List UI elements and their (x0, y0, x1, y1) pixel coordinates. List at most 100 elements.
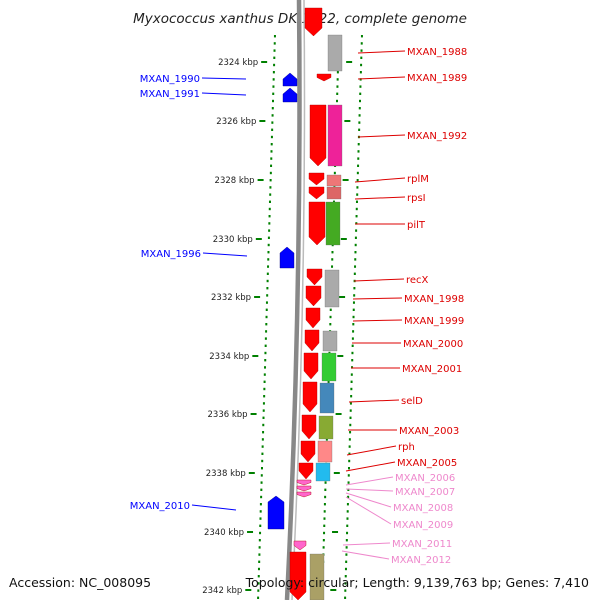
grid-dot-mid (329, 323, 332, 326)
grid-dot-right (344, 582, 347, 585)
gene-leader-line (353, 278, 405, 282)
gene-leader-line (357, 76, 406, 80)
grid-dot-left (261, 438, 264, 441)
grid-dot-left (272, 92, 275, 95)
grid-dot-mid (324, 481, 327, 484)
kbp-tick-label: 2342 kbp (202, 586, 242, 596)
grid-dot-right (352, 308, 355, 311)
grid-dot-right (355, 229, 358, 232)
grid-dot-mid (323, 510, 326, 513)
grid-dot-left (272, 99, 275, 103)
reverse-gene-arrow (308, 172, 325, 186)
grid-dot-mid (336, 85, 339, 88)
forward-gene-arrow (279, 246, 295, 269)
gene-label-rpsi: rpsI (407, 193, 426, 204)
gene-label-mxan_2003: MXAN_2003 (399, 426, 459, 437)
grid-dot-mid (329, 315, 332, 319)
gene-leader-line (354, 177, 406, 183)
reverse-gene-arrow (303, 352, 319, 380)
grid-dot-left (264, 351, 267, 355)
grid-dot-mid (336, 71, 339, 74)
backbone-strand (284, 0, 306, 600)
gene-leader-line (201, 77, 247, 80)
grid-dot-right (346, 531, 349, 535)
kbp-tick-label: 2332 kbp (211, 293, 251, 303)
grid-dot-right (356, 193, 359, 196)
reverse-gene-arrow (306, 268, 323, 286)
grid-dot-left (266, 272, 269, 275)
cog-bars (309, 34, 343, 600)
grid-dot-left (260, 467, 263, 470)
grid-dot-right (346, 524, 349, 527)
gene-leader-line (345, 492, 392, 508)
grid-dot-left (265, 323, 268, 326)
grid-dot-mid (329, 308, 332, 311)
reverse-gene-arrow (301, 414, 317, 440)
gene-label-pilt: pilT (407, 220, 426, 231)
gene-leader-line (191, 504, 237, 511)
grid-dot-right (360, 49, 363, 52)
gene-leader-line (201, 92, 247, 96)
grid-dot-left (268, 207, 271, 211)
grid-dot-mid (324, 495, 327, 499)
grid-dot-left (271, 121, 274, 124)
accession-label: Accession: NC_008095 (9, 575, 151, 590)
grid-dot-right (360, 42, 363, 45)
gene-label-mxan_2001: MXAN_2001 (402, 364, 462, 375)
cog-bar (315, 462, 331, 482)
grid-dot-right (352, 330, 355, 333)
cog-bar (326, 174, 342, 187)
grid-dot-left (269, 179, 272, 182)
grid-dot-left (273, 49, 276, 52)
grid-dot-left (259, 517, 262, 520)
gene-arrows (267, 7, 332, 600)
grid-dot-left (257, 582, 260, 585)
grid-dot-left (267, 236, 270, 239)
backbone-line (284, 0, 302, 600)
gene-label-mxan_1996: MXAN_1996 (141, 249, 201, 260)
grid-dot-left (273, 42, 276, 45)
grid-dot-right (350, 380, 353, 383)
grid-dot-left (257, 575, 260, 578)
cog-bar (309, 553, 325, 600)
gene-label-mxan_1999: MXAN_1999 (404, 316, 464, 327)
gene-label-mxan_2007: MXAN_2007 (395, 487, 455, 498)
grid-dot-right (349, 409, 352, 412)
grid-dot-left (259, 524, 262, 527)
grid-dot-right (349, 431, 352, 434)
gene-leader-line (345, 488, 394, 492)
grid-dot-right (354, 243, 357, 247)
grid-dot-left (258, 553, 261, 556)
gene-label-mxan_2008: MXAN_2008 (393, 503, 453, 514)
kbp-tick-label: 2326 kbp (216, 117, 256, 127)
grid-dot-right (354, 236, 357, 239)
grid-dot-right (359, 99, 362, 103)
grid-dot-left (266, 279, 269, 283)
grid-dot-right (355, 222, 358, 225)
grid-dot-right (345, 560, 348, 563)
gene-label-mxan_2009: MXAN_2009 (393, 520, 453, 531)
grid-dot-right (360, 35, 363, 38)
grid-dot-left (272, 85, 275, 88)
grid-dot-right (352, 315, 355, 319)
grid-dot-left (260, 495, 263, 499)
grid-dot-left (261, 445, 264, 448)
gene-label-mxan_1988: MXAN_1988 (407, 47, 467, 58)
grid-dot-left (265, 308, 268, 311)
cog-bar (327, 104, 343, 167)
grid-dot-left (266, 294, 269, 297)
grid-dot-left (260, 488, 263, 491)
grid-dot-left (258, 546, 261, 549)
reverse-gene-arrow (304, 7, 323, 37)
grid-dot-right (351, 351, 354, 355)
cog-bar (325, 201, 341, 246)
grid-dot-left (265, 301, 268, 304)
grid-dot-right (344, 575, 347, 578)
grid-dot-right (356, 186, 359, 189)
forward-gene-arrow (267, 495, 285, 530)
grid-dot-right (345, 539, 348, 542)
reverse-gene-arrow (300, 440, 316, 463)
gene-labels: MXAN_1990 MXAN_1991 MXAN_1996 MXAN_2010 MXAN… (130, 47, 468, 566)
cog-bar (324, 269, 340, 308)
grid-dot-left (261, 459, 264, 463)
